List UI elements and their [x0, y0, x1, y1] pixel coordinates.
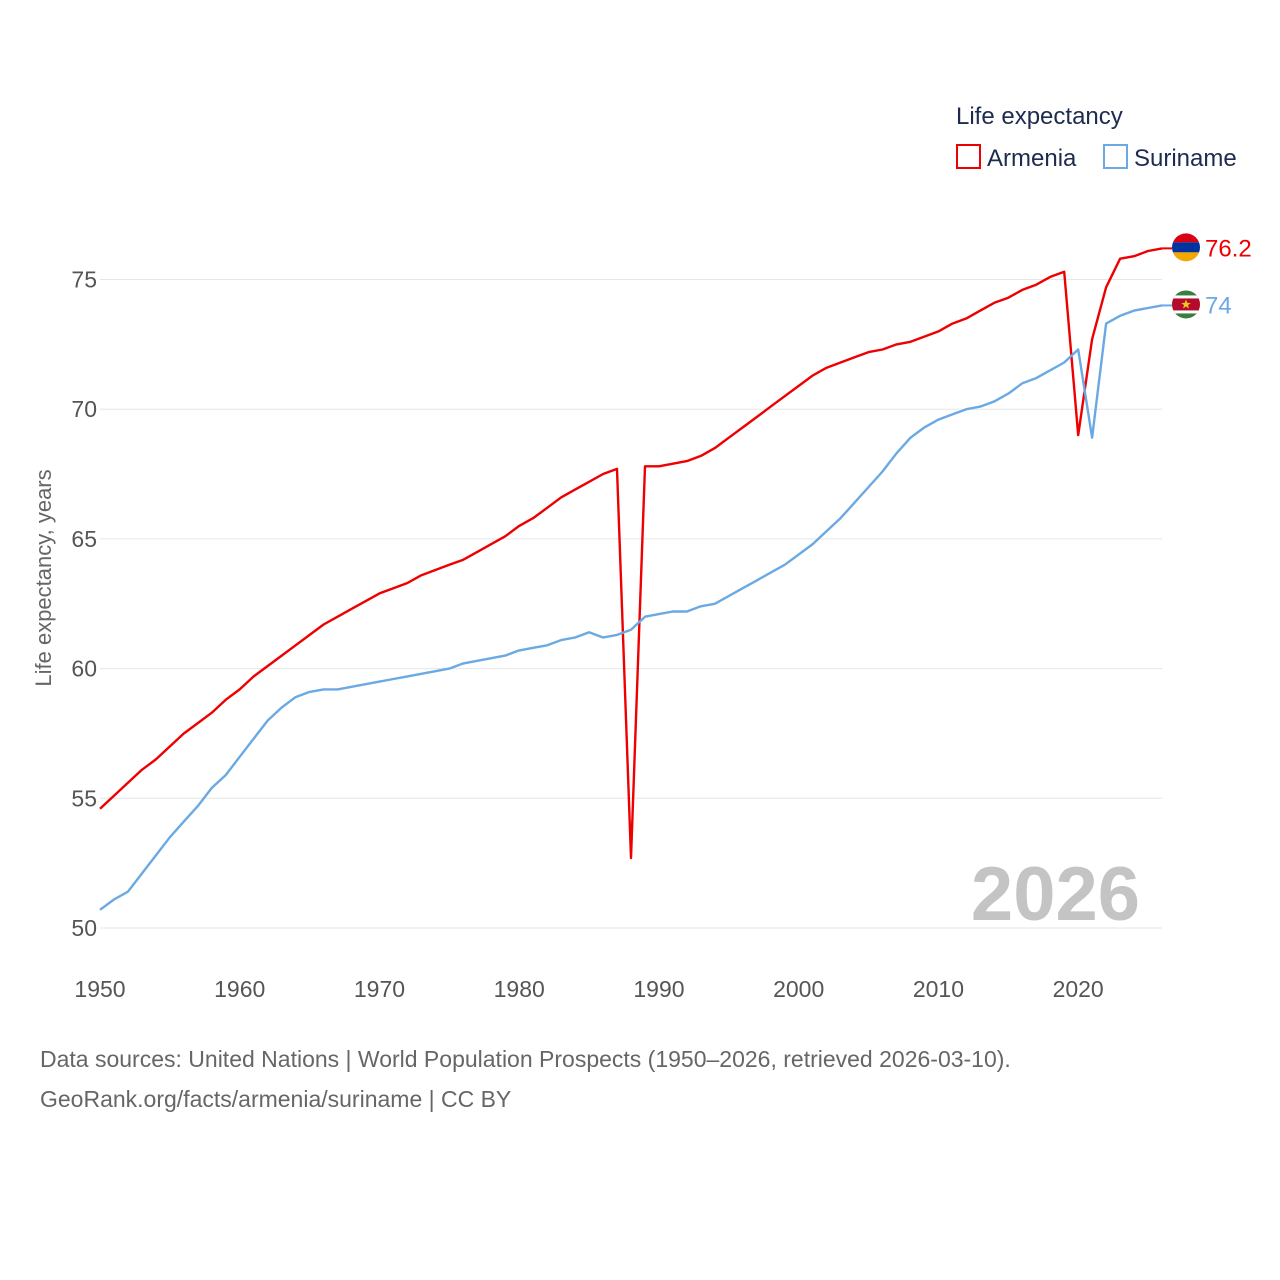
x-tick-label-1960: 1960	[214, 976, 265, 1002]
y-tick-label-60: 60	[71, 656, 97, 682]
series-lines	[99, 247, 1163, 911]
grid-lines	[100, 279, 1162, 929]
x-tick-label-1990: 1990	[633, 976, 684, 1002]
x-tick-label-2020: 2020	[1053, 976, 1104, 1002]
y-axis-label: Life expectancy, years	[31, 469, 56, 686]
legend-title: Life expectancy	[956, 103, 1123, 130]
x-axis-ticks: 1950 1960 1970 1980 1990 2000 2010 2020	[74, 976, 1103, 1002]
legend-label-armenia[interactable]: Armenia	[987, 145, 1077, 172]
suriname-flag-icon	[1172, 290, 1200, 319]
end-value-label-armenia: 76.2	[1205, 235, 1252, 262]
attribution-link[interactable]: GeoRank.org/facts/armenia/suriname | CC …	[40, 1086, 512, 1112]
y-tick-label-75: 75	[71, 267, 97, 293]
y-tick-label-55: 55	[71, 785, 97, 811]
y-axis-ticks: 50 55 60 65 70 75	[71, 267, 97, 942]
y-tick-label-65: 65	[71, 526, 97, 552]
y-tick-label-50: 50	[71, 915, 97, 941]
data-sources-note: Data sources: United Nations | World Pop…	[40, 1046, 1011, 1072]
legend: Life expectancy Armenia Suriname	[956, 103, 1237, 172]
legend-label-suriname[interactable]: Suriname	[1134, 145, 1237, 172]
armenia-flag-icon	[1172, 233, 1200, 262]
series-line-suriname[interactable]	[99, 304, 1163, 911]
x-tick-label-1970: 1970	[354, 976, 405, 1002]
y-tick-label-70: 70	[71, 396, 97, 422]
x-tick-label-2000: 2000	[773, 976, 824, 1002]
current-year-label: 2026	[971, 852, 1140, 937]
x-tick-label-1950: 1950	[74, 976, 125, 1002]
x-tick-label-1980: 1980	[494, 976, 545, 1002]
series-end-labels: 76.2 74	[1162, 233, 1252, 319]
end-value-label-suriname: 74	[1205, 292, 1232, 319]
x-tick-label-2010: 2010	[913, 976, 964, 1002]
life-expectancy-chart: 50 55 60 65 70 75 1950 1960 1970 1980 1990 2000 201…	[31, 103, 1252, 1002]
legend-swatch-suriname[interactable]	[1103, 144, 1128, 169]
series-line-armenia[interactable]	[99, 247, 1163, 860]
legend-swatch-armenia[interactable]	[956, 144, 981, 169]
